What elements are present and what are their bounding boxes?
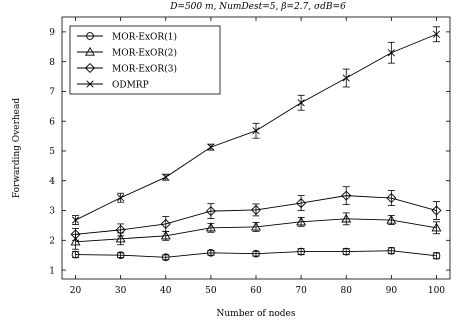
y-tick-label: 8 — [49, 58, 55, 68]
x-axis-label: Number of nodes — [217, 309, 296, 319]
legend-marker — [86, 32, 94, 40]
data-point — [387, 49, 395, 57]
y-tick-label: 2 — [49, 236, 55, 246]
legend-marker — [84, 62, 96, 74]
data-point — [71, 250, 80, 259]
series-3 — [70, 186, 442, 241]
y-tick-label: 5 — [49, 147, 55, 157]
x-tick-label: 90 — [386, 286, 398, 296]
data-point — [71, 216, 80, 224]
data-point — [252, 127, 260, 135]
data-point — [297, 99, 305, 107]
data-point — [386, 214, 397, 224]
series-4 — [71, 26, 441, 225]
legend-label: MOR-ExOR(1) — [112, 31, 177, 42]
data-point — [386, 192, 397, 204]
x-tick-label: 50 — [205, 286, 217, 296]
legend-label: ODMRP — [112, 80, 149, 90]
y-tick-label: 1 — [49, 266, 55, 276]
data-point — [205, 222, 216, 232]
data-point — [116, 251, 125, 260]
data-point — [431, 222, 442, 232]
data-point — [117, 194, 125, 202]
y-axis-label: Forwarding Overhead — [12, 98, 22, 198]
legend-item: MOR-ExOR(2) — [77, 46, 177, 58]
data-point — [296, 198, 307, 209]
legend-label: MOR-ExOR(3) — [112, 63, 177, 74]
data-point — [250, 204, 262, 215]
data-point — [162, 173, 170, 181]
y-tick-label: 4 — [49, 177, 55, 187]
data-point — [296, 216, 307, 226]
data-point — [431, 205, 442, 216]
legend-box — [69, 25, 221, 95]
axis-ticks: 20 30 40 50 60 70 80 90 100 1 2 3 4 5 6 7 8 9 — [49, 17, 450, 296]
data-point — [161, 253, 170, 262]
series-layer — [70, 26, 442, 262]
chart-title: D=500 m, NumDest=5, β=2.7, σdB=6 — [169, 2, 346, 12]
data-point — [342, 74, 350, 82]
data-point — [341, 190, 352, 201]
data-point — [115, 224, 126, 235]
y-tick-label: 7 — [49, 88, 55, 98]
data-point — [387, 246, 396, 255]
series-2 — [70, 212, 442, 250]
x-tick-label: 70 — [295, 286, 307, 296]
legend-label: MOR-ExOR(2) — [112, 47, 177, 58]
legend-item: MOR-ExOR(1) — [77, 31, 177, 42]
series-1 — [71, 246, 441, 262]
data-point — [115, 233, 126, 243]
legend-marker — [85, 46, 95, 56]
x-tick-label: 40 — [160, 286, 172, 296]
legend-item: ODMRP — [77, 80, 149, 90]
y-tick-label: 9 — [49, 28, 55, 38]
data-point — [160, 218, 171, 229]
data-point — [341, 213, 352, 223]
data-point — [252, 249, 260, 258]
data-point — [342, 247, 351, 256]
x-tick-label: 60 — [250, 286, 262, 296]
data-point — [205, 206, 216, 217]
data-point — [251, 221, 261, 231]
legend-marker — [86, 80, 94, 88]
data-point — [207, 248, 215, 257]
legend: MOR-ExOR(1) MOR-ExOR(2) MOR-ExOR(3) ODMRP — [69, 25, 221, 95]
data-point — [297, 247, 305, 256]
y-tick-label: 6 — [49, 117, 55, 127]
x-tick-label: 20 — [70, 286, 82, 296]
data-point — [70, 236, 81, 246]
x-tick-label: 80 — [341, 286, 353, 296]
x-tick-label: 30 — [115, 286, 127, 296]
data-point — [432, 251, 441, 260]
x-tick-label: 100 — [428, 286, 445, 296]
legend-item: MOR-ExOR(3) — [77, 62, 177, 74]
data-point — [70, 229, 81, 240]
y-tick-label: 3 — [49, 207, 55, 217]
data-point — [432, 30, 441, 38]
data-point — [207, 143, 215, 151]
data-point — [160, 230, 171, 240]
